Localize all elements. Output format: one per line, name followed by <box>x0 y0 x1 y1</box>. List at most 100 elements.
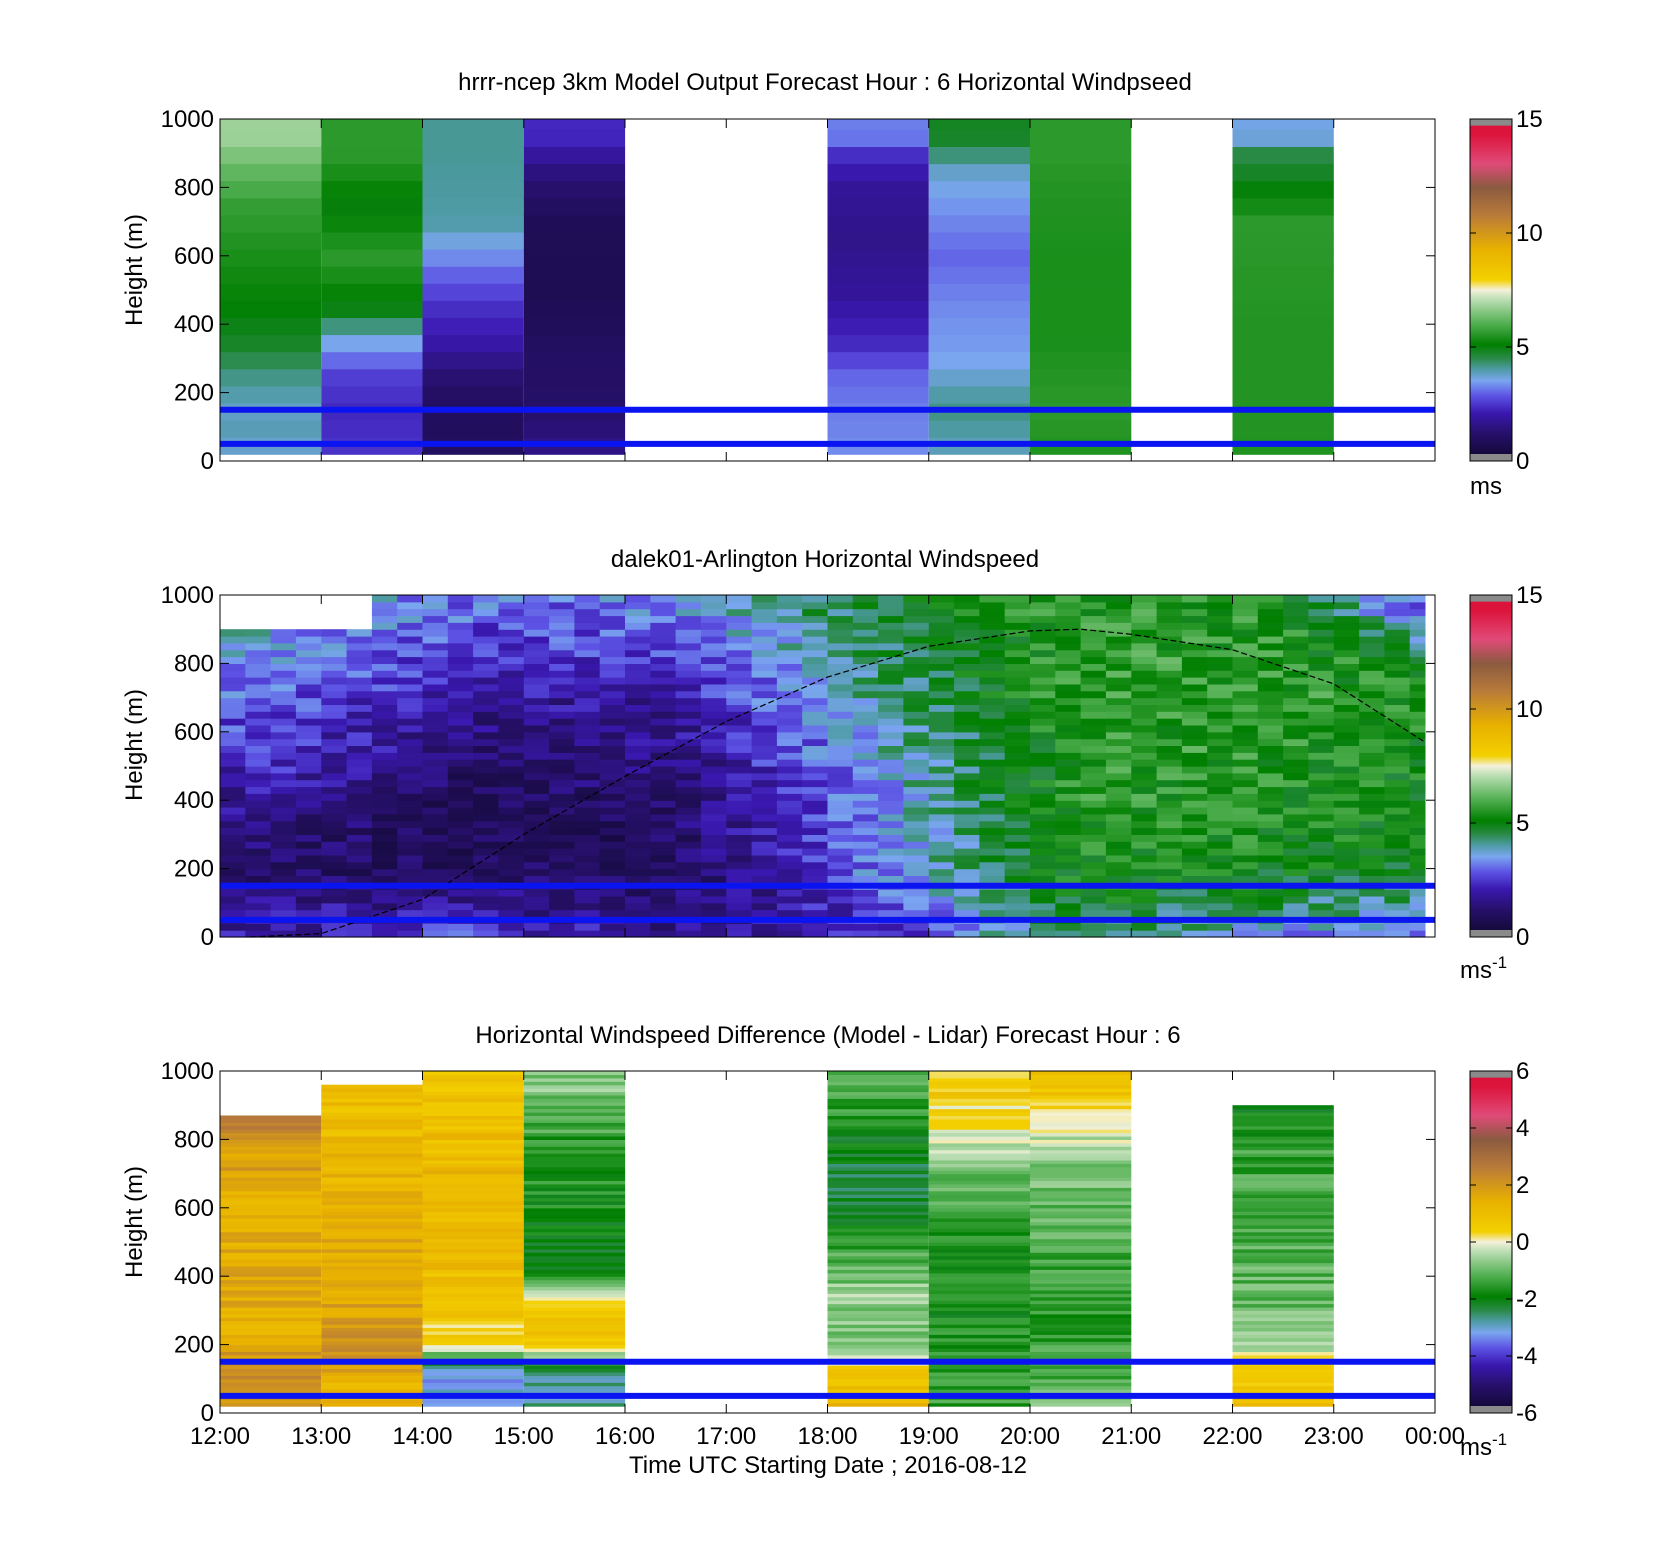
heatmap-cell <box>827 677 854 685</box>
heatmap-cell <box>1181 677 1208 685</box>
heatmap-cell <box>1004 642 1031 651</box>
heatmap-cell <box>346 663 373 671</box>
heatmap-cell <box>220 1276 322 1281</box>
heatmap-cell <box>1030 1389 1132 1394</box>
heatmap-cell <box>1384 766 1411 774</box>
heatmap-cell <box>523 902 550 911</box>
heatmap-cell <box>928 1228 1031 1233</box>
heatmap-cell <box>523 875 550 883</box>
heatmap-cell <box>220 1221 322 1226</box>
heatmap-cell <box>1030 1317 1132 1322</box>
heatmap-cell <box>220 1354 322 1359</box>
heatmap-cell <box>827 731 854 740</box>
heatmap-cell <box>1030 1255 1132 1260</box>
heatmap-cell <box>523 129 626 147</box>
heatmap-cell <box>397 902 424 911</box>
heatmap-cell <box>1181 711 1208 719</box>
heatmap-cell <box>776 697 803 705</box>
heatmap-cell <box>1105 670 1132 678</box>
heatmap-cell <box>346 738 373 746</box>
heatmap-cell <box>321 1289 423 1294</box>
heatmap-cell <box>220 1190 322 1195</box>
heatmap-cell <box>1030 1283 1132 1287</box>
heatmap-cell <box>1156 923 1183 931</box>
heatmap-cell <box>954 861 980 870</box>
heatmap-cell <box>295 861 322 870</box>
heatmap-cell <box>599 841 626 849</box>
heatmap-cell <box>1207 718 1234 726</box>
heatmap-cell <box>397 868 424 876</box>
heatmap-cell <box>1030 1235 1132 1240</box>
heatmap-cell <box>1030 1252 1132 1257</box>
heatmap-cell <box>1232 1173 1334 1178</box>
heatmap-cell <box>523 1136 626 1140</box>
heatmap-cell <box>523 629 550 637</box>
x-tick-label: 14:00 <box>392 1423 452 1450</box>
heatmap-cell <box>422 266 524 284</box>
heatmap-cell <box>599 656 626 664</box>
heatmap-cell <box>1232 923 1259 931</box>
heatmap-cell <box>1384 827 1411 835</box>
heatmap-cell <box>827 1313 929 1318</box>
heatmap-cell <box>1359 683 1385 692</box>
heatmap-cell <box>422 1300 524 1305</box>
heatmap-cell <box>1156 697 1183 705</box>
heatmap-cell <box>1384 683 1411 692</box>
heatmap-cell <box>827 642 854 651</box>
heatmap-cell <box>321 1101 423 1106</box>
heatmap-cell <box>675 608 702 617</box>
heatmap-cell <box>726 841 753 849</box>
heatmap-cell <box>321 1231 423 1236</box>
heatmap-cell <box>574 868 601 876</box>
heatmap-cell <box>574 636 601 644</box>
heatmap-cell <box>422 1375 524 1380</box>
heatmap-cell <box>1156 656 1183 664</box>
heatmap-cell <box>447 677 474 685</box>
heatmap-cell <box>726 848 753 856</box>
heatmap-cell <box>1030 827 1056 835</box>
heatmap-cell <box>878 841 904 849</box>
heatmap-cell <box>1055 690 1082 699</box>
heatmap-cell <box>220 718 246 726</box>
heatmap-cell <box>928 1231 1031 1236</box>
heatmap-cell <box>802 889 829 897</box>
heatmap-cell <box>1030 1074 1132 1079</box>
heatmap-cell <box>1232 677 1259 685</box>
heatmap-cell <box>245 827 272 835</box>
heatmap-cell <box>1232 1276 1334 1281</box>
heatmap-cell <box>1283 820 1309 829</box>
heatmap-cell <box>675 759 702 767</box>
heatmap-cell <box>346 902 373 911</box>
heatmap-cell <box>1384 711 1411 719</box>
heatmap-cell <box>751 711 778 719</box>
heatmap-cell <box>928 1402 1031 1407</box>
heatmap-cell <box>1257 820 1284 829</box>
heatmap-cell <box>928 1382 1031 1387</box>
heatmap-cell <box>827 1180 929 1185</box>
heatmap-cell <box>1359 636 1385 644</box>
heatmap-cell <box>1156 807 1183 815</box>
heatmap-cell <box>979 663 1006 671</box>
heatmap-cell <box>599 649 626 658</box>
heatmap-cell <box>776 875 803 883</box>
heatmap-cell <box>422 793 449 801</box>
heatmap-cell <box>422 1170 524 1175</box>
heatmap-cell <box>726 813 753 822</box>
heatmap-cell <box>1105 854 1132 863</box>
heatmap-cell <box>1004 690 1031 699</box>
heatmap-cell <box>954 677 980 685</box>
heatmap-cell <box>1156 889 1183 897</box>
heatmap-cell <box>1105 636 1132 644</box>
heatmap-cell <box>1409 759 1426 767</box>
heatmap-cell <box>1004 731 1031 740</box>
heatmap-cell <box>928 163 1031 182</box>
heatmap-cell <box>1257 772 1284 781</box>
heatmap-cell <box>422 683 449 692</box>
heatmap-cell <box>220 1382 322 1387</box>
heatmap-cell <box>751 793 778 801</box>
heatmap-cell <box>878 615 904 623</box>
heatmap-cell <box>523 1177 626 1181</box>
heatmap-cell <box>1384 663 1411 671</box>
heatmap-cell <box>1257 889 1284 897</box>
